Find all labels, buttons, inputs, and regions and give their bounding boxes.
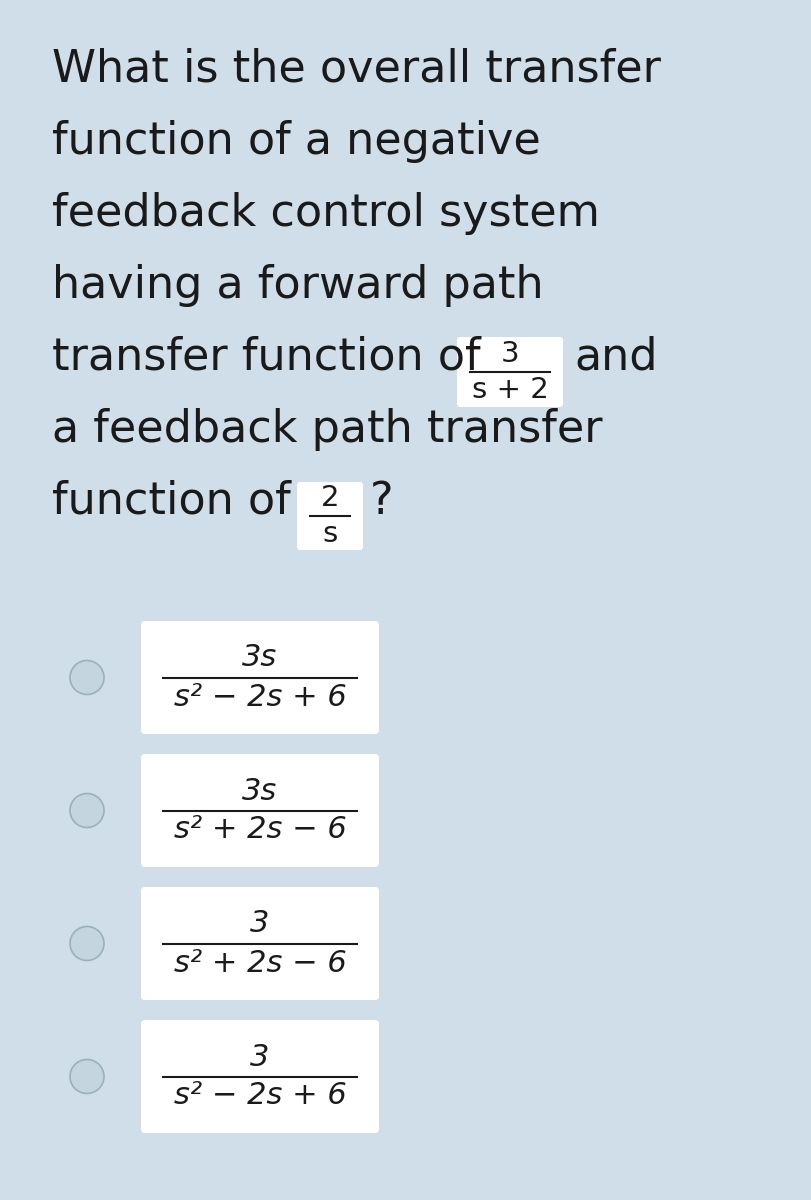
Text: function of a negative: function of a negative [52,120,541,163]
Text: having a forward path: having a forward path [52,264,543,307]
Text: s + 2: s + 2 [472,376,548,404]
Circle shape [70,660,104,695]
FancyBboxPatch shape [141,887,379,1000]
Circle shape [70,926,104,960]
Text: s² + 2s − 6: s² + 2s − 6 [174,816,346,845]
Text: s² − 2s + 6: s² − 2s + 6 [174,1081,346,1110]
Text: 3: 3 [251,1043,270,1072]
FancyBboxPatch shape [141,754,379,866]
Text: 3s: 3s [242,776,277,805]
Text: 2: 2 [320,484,339,512]
Text: s: s [323,520,337,548]
Circle shape [70,1060,104,1093]
FancyBboxPatch shape [141,622,379,734]
Text: 3s: 3s [242,643,277,672]
Text: s² − 2s + 6: s² − 2s + 6 [174,683,346,712]
Text: feedback control system: feedback control system [52,192,600,235]
Text: a feedback path transfer: a feedback path transfer [52,408,603,451]
Text: function of: function of [52,480,291,523]
Text: What is the overall transfer: What is the overall transfer [52,48,661,91]
Text: ?: ? [370,480,393,523]
FancyBboxPatch shape [141,1020,379,1133]
FancyBboxPatch shape [297,482,363,550]
Text: transfer function of: transfer function of [52,336,481,379]
Text: s² + 2s − 6: s² + 2s − 6 [174,948,346,978]
FancyBboxPatch shape [457,337,563,407]
Text: 3: 3 [500,340,519,368]
Text: 3: 3 [251,910,270,938]
Circle shape [70,793,104,828]
Text: and: and [574,336,658,379]
